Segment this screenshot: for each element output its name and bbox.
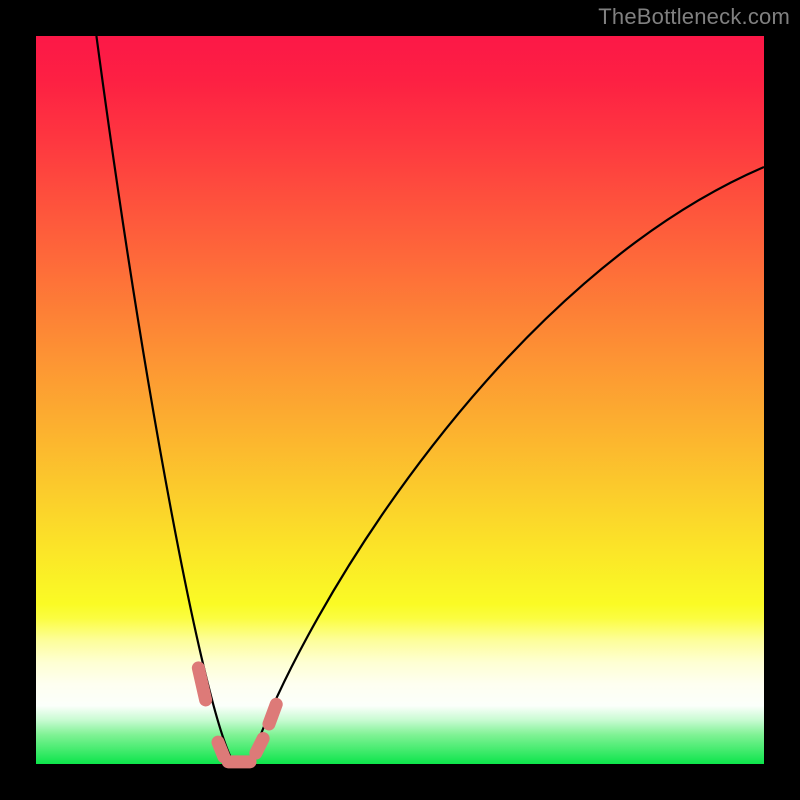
plot-background [36,36,764,764]
curve-marker [218,742,224,757]
watermark-text: TheBottleneck.com [598,4,790,30]
chart-root: TheBottleneck.com [0,0,800,800]
chart-svg [0,0,800,800]
curve-marker [269,704,276,724]
curve-marker [256,739,263,754]
curve-marker [198,668,205,700]
